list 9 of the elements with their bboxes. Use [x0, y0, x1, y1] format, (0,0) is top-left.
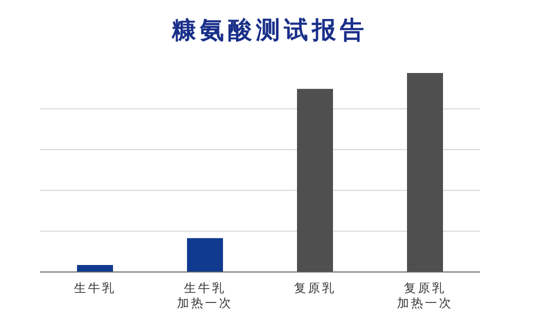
- chart-title: 糠氨酸测试报告: [170, 15, 369, 46]
- bar: [407, 73, 443, 272]
- x-tick-label: 复原乳: [294, 281, 336, 295]
- bar: [297, 88, 333, 272]
- x-tick-label: 生牛乳: [74, 281, 116, 295]
- bar: [187, 238, 223, 272]
- x-tick-label: 生牛乳加热一次: [177, 281, 233, 310]
- bar: [77, 265, 113, 272]
- x-tick-label: 复原乳加热一次: [397, 281, 453, 310]
